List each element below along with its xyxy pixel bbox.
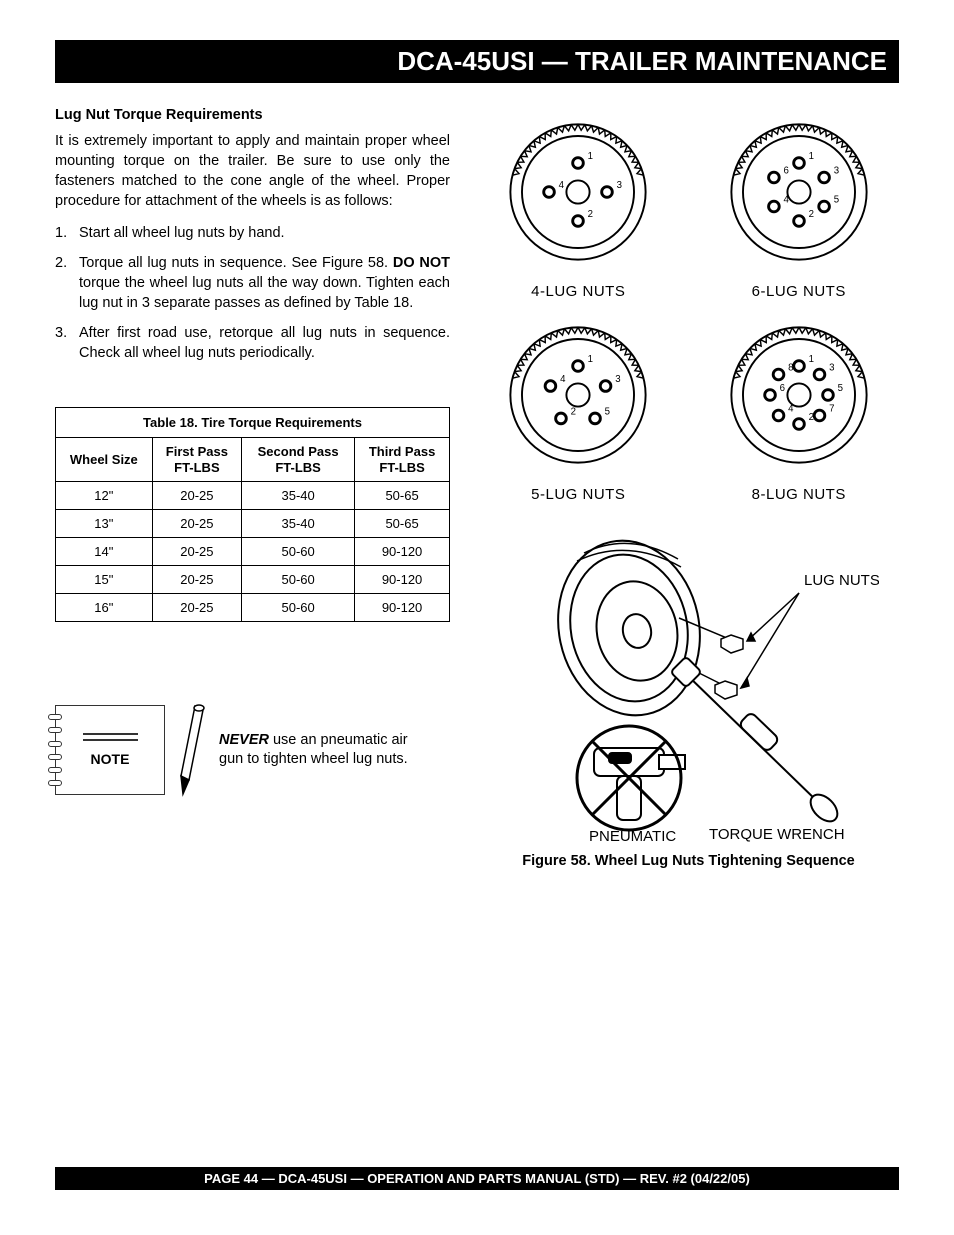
table-row: 12"20-2535-4050-65 xyxy=(56,482,450,510)
table-cell: 35-40 xyxy=(242,482,355,510)
lugnuts-label: LUG NUTS xyxy=(804,572,879,589)
page-footer-bar: PAGE 44 — DCA-45USI — OPERATION AND PART… xyxy=(55,1167,899,1190)
wheel-6-lug: 1 3 5 2 4 6 6-LUG NUTS xyxy=(714,107,884,300)
table-cell: 90-120 xyxy=(355,538,450,566)
intro-paragraph: It is extremely important to apply and m… xyxy=(55,131,450,211)
svg-text:4: 4 xyxy=(560,374,566,385)
pencil-icon xyxy=(175,702,209,798)
svg-text:7: 7 xyxy=(829,404,834,415)
tool-figure: LUG NUTS PNEUMATIC AIR GUN xyxy=(478,523,899,843)
svg-text:3: 3 xyxy=(834,166,839,177)
table-cell: 13" xyxy=(56,510,153,538)
svg-text:3: 3 xyxy=(617,180,622,191)
step-2: Torque all lug nuts in sequence. See Fig… xyxy=(55,253,450,313)
table-row: 16"20-2550-6090-120 xyxy=(56,594,450,622)
table-cell: 12" xyxy=(56,482,153,510)
torque-table: Table 18. Tire Torque Requirements Wheel… xyxy=(55,407,450,622)
table-cell: 90-120 xyxy=(355,594,450,622)
svg-text:2: 2 xyxy=(571,407,576,418)
svg-text:3: 3 xyxy=(615,374,620,385)
table-col-3: Third PassFT-LBS xyxy=(355,438,450,482)
wheel-label: 5-LUG NUTS xyxy=(493,486,663,503)
table-cell: 20-25 xyxy=(152,482,241,510)
table-col-0: Wheel Size xyxy=(56,438,153,482)
table-row: 14"20-2550-6090-120 xyxy=(56,538,450,566)
svg-text:6: 6 xyxy=(779,383,784,394)
svg-text:4: 4 xyxy=(788,404,794,415)
wheel-5-lug: 1 3 5 2 4 5-LUG NUTS xyxy=(493,310,663,503)
left-column: Lug Nut Torque Requirements It is extrem… xyxy=(55,107,450,869)
table-title: Table 18. Tire Torque Requirements xyxy=(56,408,450,438)
table-cell: 90-120 xyxy=(355,566,450,594)
wheel-8-lug: 1 3 5 7 2 4 6 xyxy=(714,310,884,503)
svg-text:6: 6 xyxy=(783,166,788,177)
step-1: Start all wheel lug nuts by hand. xyxy=(55,223,450,243)
table-cell: 20-25 xyxy=(152,510,241,538)
procedure-list: Start all wheel lug nuts by hand. Torque… xyxy=(55,223,450,363)
table-cell: 50-60 xyxy=(242,566,355,594)
table-cell: 20-25 xyxy=(152,566,241,594)
table-cell: 35-40 xyxy=(242,510,355,538)
table-cell: 50-60 xyxy=(242,538,355,566)
two-column-layout: Lug Nut Torque Requirements It is extrem… xyxy=(55,107,899,869)
table-row: 13"20-2535-4050-65 xyxy=(56,510,450,538)
svg-text:4: 4 xyxy=(559,180,565,191)
note-never: NEVER xyxy=(219,732,269,748)
figure-caption: Figure 58. Wheel Lug Nuts Tightening Seq… xyxy=(478,853,899,869)
svg-text:1: 1 xyxy=(588,354,593,365)
note-card-icon: NOTE xyxy=(55,705,165,795)
svg-text:1: 1 xyxy=(588,151,593,162)
table-cell: 14" xyxy=(56,538,153,566)
wheel-grid: 1 3 2 4 4-LUG NUTS 1 3 xyxy=(478,107,899,503)
wheel-label: 4-LUG NUTS xyxy=(493,283,663,300)
wheel-label: 6-LUG NUTS xyxy=(714,283,884,300)
svg-text:8: 8 xyxy=(788,363,793,374)
torque-wrench-label: TORQUE WRENCH xyxy=(709,826,845,843)
table-cell: 20-25 xyxy=(152,538,241,566)
wheel-label: 8-LUG NUTS xyxy=(714,486,884,503)
svg-text:4: 4 xyxy=(783,195,789,206)
note-text: NEVER use an pneumatic air gun to tighte… xyxy=(219,731,419,770)
right-column: 1 3 2 4 4-LUG NUTS 1 3 xyxy=(478,107,899,869)
table-cell: 50-65 xyxy=(355,482,450,510)
svg-text:5: 5 xyxy=(837,383,842,394)
table-cell: 16" xyxy=(56,594,153,622)
table-cell: 15" xyxy=(56,566,153,594)
svg-text:3: 3 xyxy=(829,363,834,374)
svg-text:5: 5 xyxy=(605,407,610,418)
table-col-2: Second PassFT-LBS xyxy=(242,438,355,482)
table-cell: 50-65 xyxy=(355,510,450,538)
section-heading: Lug Nut Torque Requirements xyxy=(55,107,450,123)
table-cell: 20-25 xyxy=(152,594,241,622)
table-col-1: First PassFT-LBS xyxy=(152,438,241,482)
pneumatic-label-1: PNEUMATIC xyxy=(589,828,676,843)
svg-text:2: 2 xyxy=(588,209,593,220)
wheel-4-lug: 1 3 2 4 4-LUG NUTS xyxy=(493,107,663,300)
svg-text:2: 2 xyxy=(808,412,813,423)
table-cell: 50-60 xyxy=(242,594,355,622)
table-row: 15"20-2550-6090-120 xyxy=(56,566,450,594)
svg-text:5: 5 xyxy=(834,195,839,206)
page-header-bar: DCA-45USI — TRAILER MAINTENANCE xyxy=(55,40,899,83)
svg-text:2: 2 xyxy=(808,209,813,220)
svg-text:1: 1 xyxy=(808,354,813,365)
step-3: After first road use, retorque all lug n… xyxy=(55,323,450,363)
svg-text:1: 1 xyxy=(808,151,813,162)
note-label: NOTE xyxy=(91,751,130,767)
note-block: NOTE NEVER use an pneumatic air gun to t… xyxy=(55,702,450,798)
